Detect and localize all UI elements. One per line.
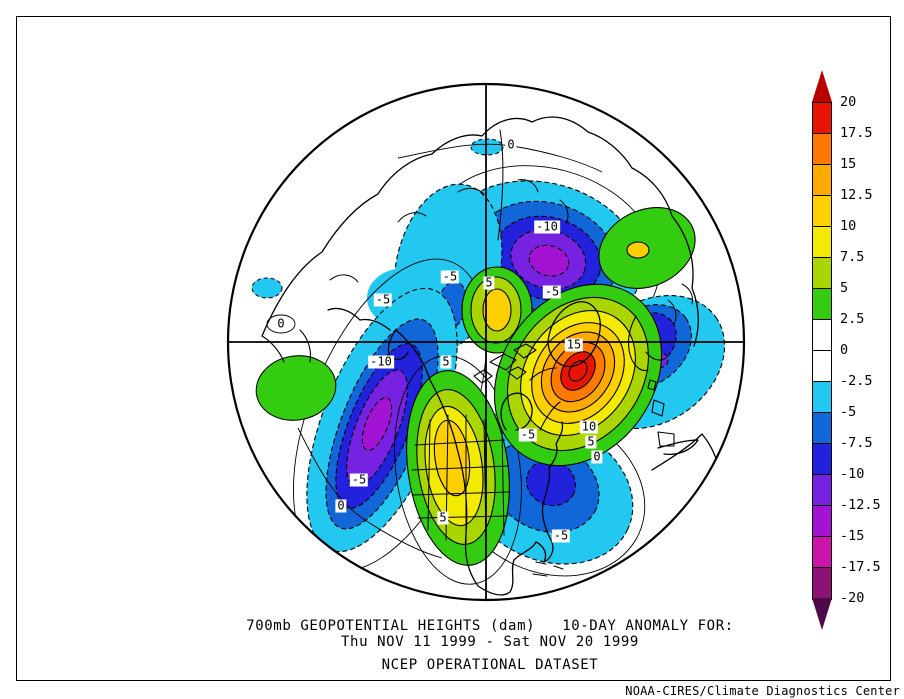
anomaly-siberia-positive bbox=[598, 207, 696, 289]
coast-hudson-bay bbox=[500, 392, 533, 431]
coast-europe bbox=[627, 315, 675, 447]
credit-text: NOAA-CIRES/Climate Diagnostics Center bbox=[625, 684, 900, 698]
anomaly-pole-positive bbox=[461, 266, 533, 354]
plot-frame bbox=[16, 16, 891, 681]
colorbar-tick-label: -5 bbox=[840, 404, 857, 420]
coast-caspian bbox=[667, 283, 693, 325]
map-boundary-circle bbox=[226, 82, 746, 602]
colorbar-labels: 20 17.5 15 12.5 10 7.5 5 2.5 0 -2.5 -5 -7.5 -10 -12.5… bbox=[840, 94, 890, 606]
colorbar-tick-label: 17.5 bbox=[840, 125, 873, 141]
colorbar-segment bbox=[813, 227, 831, 258]
colorbar-segment bbox=[813, 165, 831, 196]
colorbar-arrow-up bbox=[812, 70, 832, 102]
title-block: 700mb GEOPOTENTIAL HEIGHTS (dam) 10-DAY … bbox=[180, 618, 800, 673]
chart-dataset-name: NCEP OPERATIONAL DATASET bbox=[381, 657, 599, 673]
coast-greenland bbox=[547, 301, 601, 368]
coast-east-asia bbox=[261, 329, 312, 363]
colorbar-tick-label: -15 bbox=[840, 528, 865, 544]
colorbar-segment bbox=[813, 413, 831, 444]
colorbar-tick-label: 20 bbox=[840, 94, 857, 110]
colorbar-tick-label: 10 bbox=[840, 218, 857, 234]
coast-eurasia bbox=[261, 116, 699, 347]
colorbar-segment bbox=[813, 506, 831, 537]
colorbar-segment bbox=[813, 196, 831, 227]
colorbar-arrow-down bbox=[812, 598, 832, 630]
us-state-borders bbox=[411, 414, 511, 546]
colorbar-segment bbox=[813, 382, 831, 413]
chart-title: 700mb GEOPOTENTIAL HEIGHTS (dam) 10-DAY … bbox=[246, 618, 734, 634]
anomaly-small-cyan-west bbox=[251, 277, 283, 299]
colorbar-tick-label: 15 bbox=[840, 156, 857, 172]
colorbar-segment bbox=[813, 320, 831, 351]
map-contents bbox=[228, 84, 744, 600]
colorbar-tick-label: 0 bbox=[840, 342, 849, 358]
coast-caribbean bbox=[532, 561, 564, 577]
colorbar-tick-label: 2.5 bbox=[840, 311, 865, 327]
crosshair-lines bbox=[228, 84, 744, 600]
colorbar-segment bbox=[813, 444, 831, 475]
colorbar-segment bbox=[813, 103, 831, 134]
coast-labrador bbox=[529, 367, 561, 431]
colorbar-tick-label: -10 bbox=[840, 466, 865, 482]
colorbar-segment bbox=[813, 134, 831, 165]
colorbar-tick-label: -2.5 bbox=[840, 373, 873, 389]
colorbar-segment bbox=[813, 351, 831, 382]
colorbar-tick-label: 12.5 bbox=[840, 187, 873, 203]
coast-arctic-islands bbox=[473, 343, 537, 384]
coast-north-america bbox=[395, 329, 564, 596]
colorbar-tick-label: 5 bbox=[840, 280, 849, 296]
coast-chukotka bbox=[327, 307, 391, 331]
colorbar-tick-label: -7.5 bbox=[840, 435, 873, 451]
colorbar-tick-label: 7.5 bbox=[840, 249, 865, 265]
colorbar-segment bbox=[813, 475, 831, 506]
chart-date-range: Thu NOV 11 1999 - Sat NOV 20 1999 bbox=[341, 634, 639, 650]
anomaly-west-pacific-positive bbox=[255, 355, 337, 421]
colorbar-tick-label: -17.5 bbox=[840, 559, 881, 575]
anomaly-small-cyan-russia bbox=[470, 138, 504, 156]
colorbar-segment bbox=[813, 537, 831, 568]
colorbar-segments bbox=[812, 102, 832, 600]
colorbar-segment bbox=[813, 568, 831, 599]
colorbar-tick-label: -20 bbox=[840, 590, 865, 606]
colorbar-tick-label: -12.5 bbox=[840, 497, 881, 513]
coast-eurasia-detail bbox=[329, 129, 569, 283]
colorbar-segment bbox=[813, 289, 831, 320]
colorbar-segment bbox=[813, 258, 831, 289]
